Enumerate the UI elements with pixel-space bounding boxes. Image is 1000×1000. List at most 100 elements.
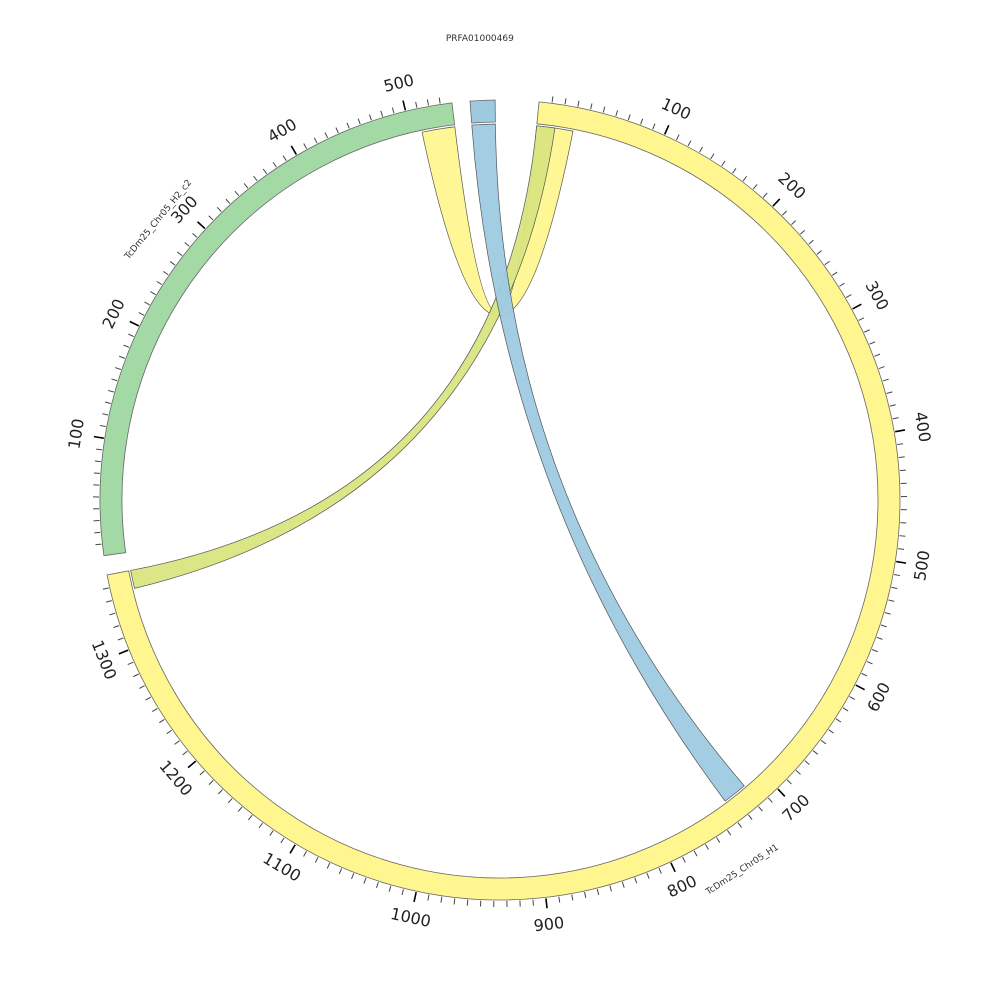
tick-mark [831,271,838,276]
tick-mark [799,229,806,235]
tick-mark [888,599,895,602]
tick-mark [663,124,670,135]
tick-mark [376,881,379,888]
tick-mark [351,873,355,880]
tick-mark [634,877,638,884]
tick-mark [899,535,906,537]
link-prfa-h1 [471,123,745,802]
tick-mark [791,220,797,225]
tick-mark [880,624,887,628]
tick-mark [786,779,792,785]
tick-mark [225,198,231,204]
tick-mark [119,355,126,359]
tick-mark [884,612,891,615]
tick-mark [182,750,188,756]
tick-mark [842,707,849,712]
tick-mark [199,770,205,776]
tick-mark [855,684,865,691]
tick-mark [781,210,787,216]
tick-mark [128,333,135,338]
tick-mark [368,114,372,121]
tick-mark [545,898,548,909]
tick-mark [338,868,343,875]
ideogram-ring [99,99,901,901]
tick-mark [314,857,319,863]
tick-mark [282,155,287,161]
tick-mark [898,456,905,459]
tick-mark [139,685,145,689]
tick-mark [324,132,329,139]
tick-mark [313,137,318,144]
tick-mark [835,718,842,723]
tick-mark [96,448,103,451]
tick-mark [427,894,430,901]
tick-mark [326,862,331,869]
tick-mark [99,424,106,428]
tick-label: 400 [911,410,935,443]
tick-mark [105,600,112,603]
tick-mark [893,573,901,577]
tick-mark [670,862,676,873]
tick-mark [380,110,384,117]
tick-mark [113,625,120,628]
tick-mark [243,183,249,189]
tick-mark [258,822,263,829]
tick-mark [737,822,742,828]
tick-mark [858,317,865,321]
tick-mark [891,586,898,590]
tick-mark [144,301,150,306]
tick-mark [864,329,870,333]
tick-label: 300 [862,278,893,314]
tick-mark [152,707,158,712]
tick-mark [145,696,152,701]
tick-mark [640,118,644,125]
tick-mark [272,161,277,168]
tick-mark [104,401,111,404]
tick-label: 100 [658,94,694,124]
tick-mark [732,168,737,174]
tick-mark [159,719,165,724]
tick-mark [609,885,612,892]
tick-mark [828,729,834,734]
tick-label: 200 [98,296,128,332]
tick-mark [758,806,763,812]
link-ribbons [130,123,745,802]
tick-mark [127,661,134,666]
tick-mark [658,867,662,874]
tick-mark [571,894,574,901]
tick-mark [227,798,233,804]
tick-mark [682,856,686,863]
tick-mark [777,788,786,797]
tick-mark [93,435,104,439]
tick-mark [280,837,285,844]
tick-mark [839,282,845,287]
tick-mark [234,190,240,197]
tick-mark [721,160,726,167]
tick-label: 400 [264,114,300,146]
tick-mark [845,294,852,298]
tick-mark [871,649,878,653]
tick-mark [772,198,781,207]
tick-mark [156,280,163,286]
tick-mark [808,239,814,245]
tick-mark [208,215,214,221]
tick-mark [269,830,274,836]
tick-mark [897,443,904,446]
tick-mark [762,192,768,198]
tick-mark [705,844,709,850]
tick-mark [184,242,190,247]
tick-mark [402,100,407,111]
tick-mark [289,844,296,854]
tick-mark [133,673,139,678]
tick-mark [109,612,116,616]
tick-mark [896,560,907,564]
tick-mark [335,127,339,134]
ideogram-prfa [469,99,496,124]
tick-mark [169,261,176,266]
tick-mark [208,780,214,785]
ideogram-h1 [106,101,901,901]
tick-mark [102,413,109,416]
tick-mark [438,97,441,104]
